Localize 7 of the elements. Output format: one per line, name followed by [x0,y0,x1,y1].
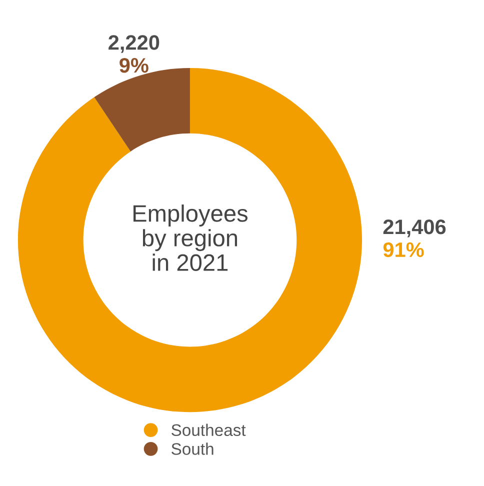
legend-label: South [172,442,214,455]
text: 9% [120,58,148,73]
legend-label: Southeast [172,424,246,436]
text: Employees by region in 2021 [134,204,248,271]
data-label: 2,220 [108,35,160,53]
data-label: 21,406 [383,219,446,238]
text: 91% [383,242,424,258]
